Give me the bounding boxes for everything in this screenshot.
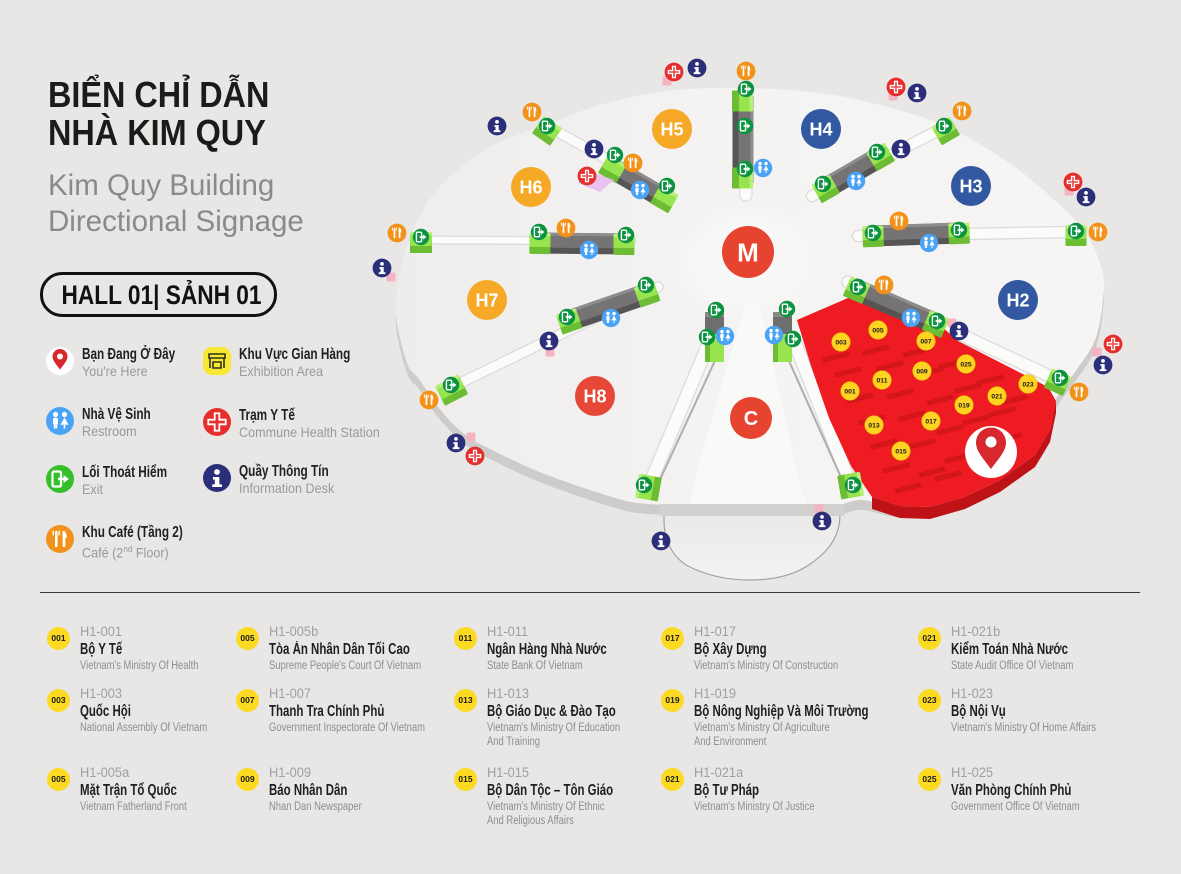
svg-text:H5: H5 [660, 119, 683, 139]
svg-text:025: 025 [960, 361, 972, 368]
svg-text:011: 011 [877, 377, 888, 384]
svg-text:H8: H8 [583, 386, 606, 406]
svg-text:021: 021 [991, 393, 1003, 400]
svg-text:H3: H3 [959, 176, 982, 196]
svg-text:007: 007 [920, 338, 932, 345]
svg-text:M: M [737, 237, 759, 267]
svg-text:H2: H2 [1006, 290, 1029, 310]
svg-text:019: 019 [958, 402, 970, 409]
svg-text:003: 003 [835, 339, 847, 346]
svg-text:017: 017 [925, 418, 937, 425]
svg-text:005: 005 [872, 327, 884, 334]
svg-text:C: C [744, 408, 758, 430]
svg-text:023: 023 [1022, 381, 1034, 388]
svg-text:H7: H7 [475, 290, 498, 310]
svg-text:015: 015 [895, 448, 907, 455]
svg-text:001: 001 [844, 388, 856, 395]
svg-text:013: 013 [868, 422, 880, 429]
svg-text:H4: H4 [809, 119, 832, 139]
svg-text:H6: H6 [519, 177, 542, 197]
svg-text:009: 009 [916, 368, 928, 375]
